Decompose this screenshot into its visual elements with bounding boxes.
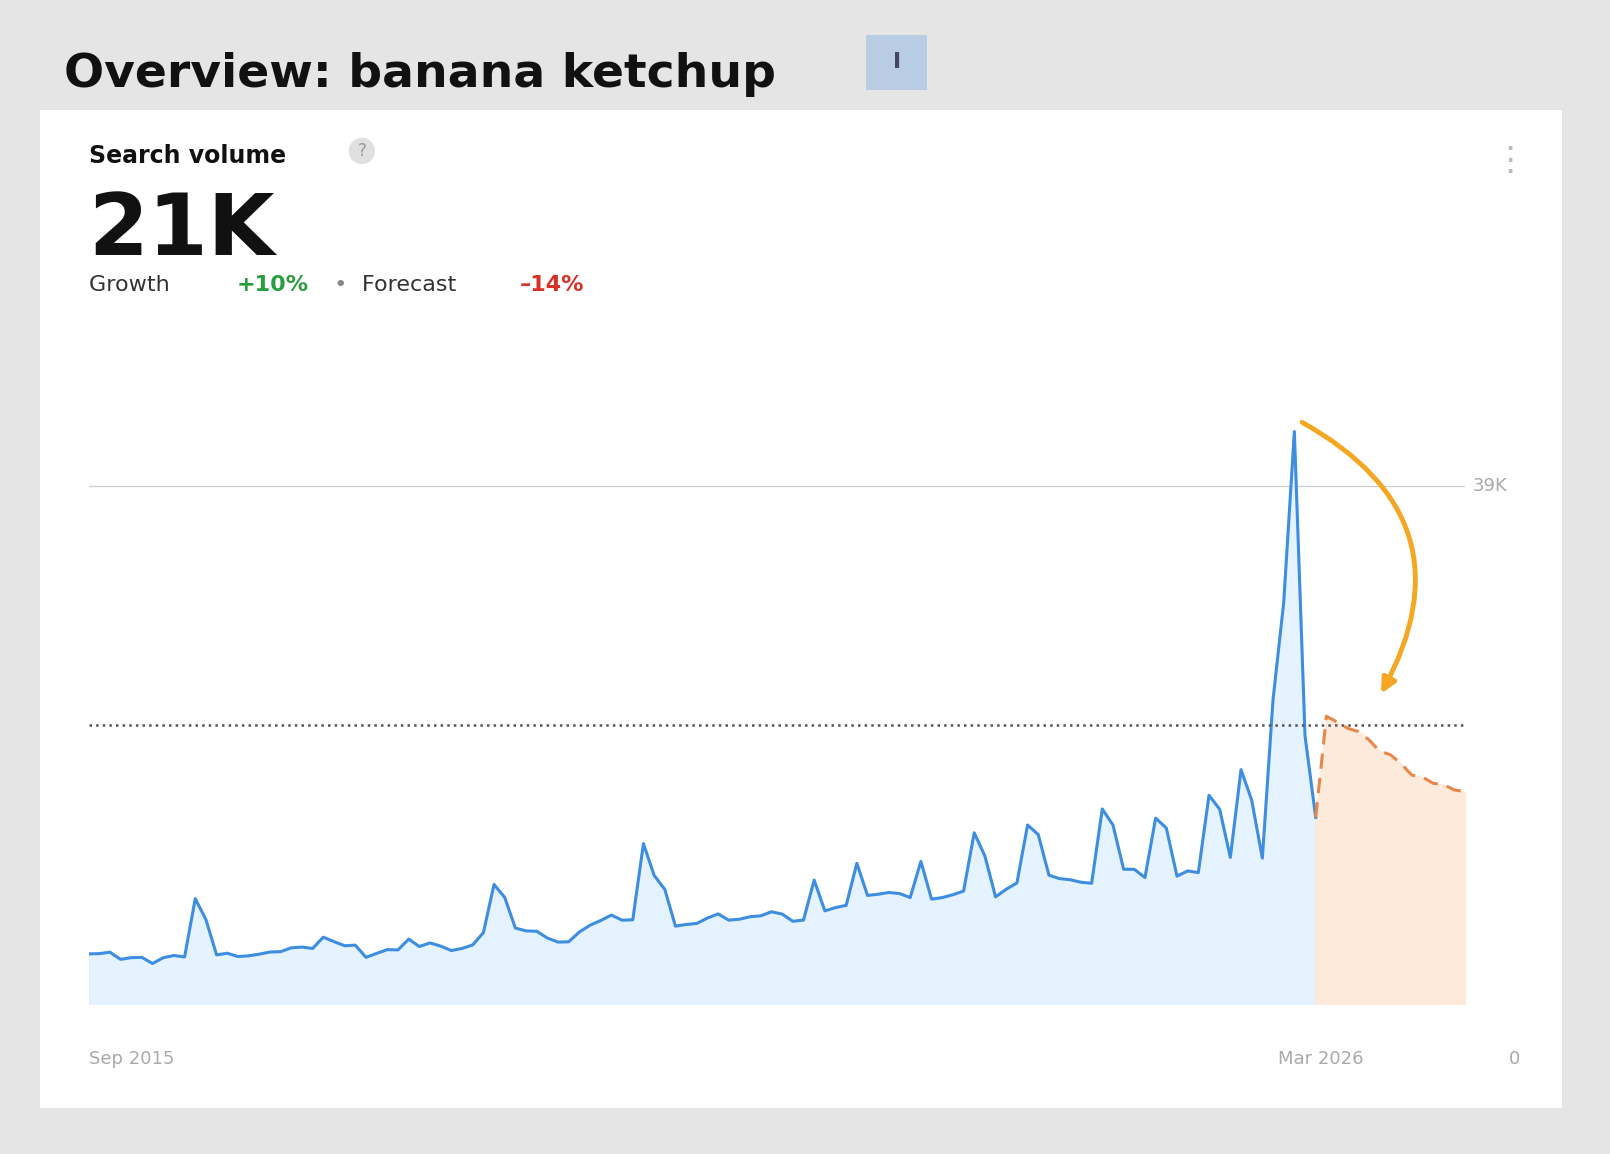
Text: Sep 2015: Sep 2015 [89,1050,174,1069]
Text: Overview: banana ketchup: Overview: banana ketchup [64,52,776,97]
Text: +10%: +10% [237,275,309,294]
Text: Search volume: Search volume [89,144,285,168]
Text: ⋮: ⋮ [1492,144,1526,178]
Text: Forecast: Forecast [362,275,464,294]
Text: –14%: –14% [520,275,584,294]
Text: I: I [892,52,902,73]
Text: 21K: 21K [89,190,275,273]
Text: Mar 2026: Mar 2026 [1278,1050,1364,1069]
Text: 39K: 39K [1473,478,1507,495]
Text: •: • [327,275,354,294]
Text: ?: ? [357,142,367,160]
Text: Growth: Growth [89,275,177,294]
Text: 0: 0 [1509,1050,1520,1069]
